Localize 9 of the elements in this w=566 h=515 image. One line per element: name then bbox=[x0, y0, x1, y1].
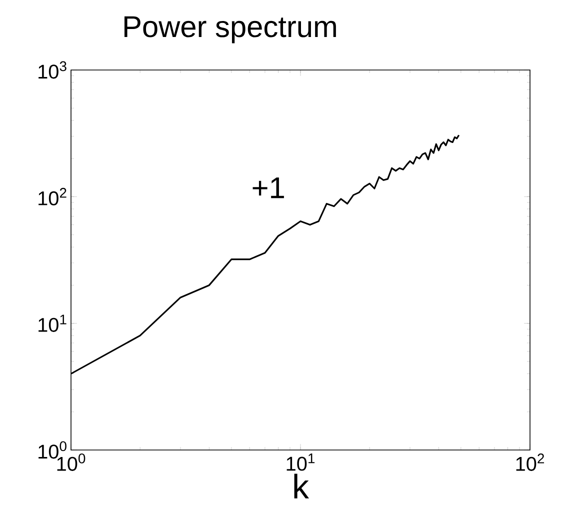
y-tick-label: 10$^{2}$ bbox=[38, 188, 66, 206]
x-tick-label: 10$^{0}$ bbox=[57, 454, 86, 471]
annotation: +1 bbox=[252, 178, 284, 198]
y-tick-label: 10$^{1}$ bbox=[38, 314, 66, 332]
chart-title: Power spectrum bbox=[124, 16, 336, 44]
x-tick-label: 10$^{1}$ bbox=[286, 454, 315, 471]
y-tick-label: 10$^{3}$ bbox=[38, 61, 66, 79]
x-tick-label: 10$^{2}$ bbox=[516, 454, 544, 471]
x-axis-title: k bbox=[294, 474, 310, 498]
